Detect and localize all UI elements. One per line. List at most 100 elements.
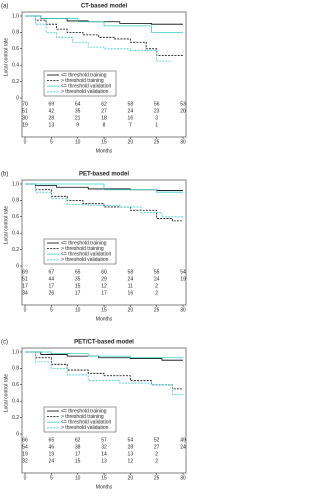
at-risk-count: 14 <box>101 451 107 457</box>
x-tick-label: 20 <box>128 307 134 313</box>
at-risk-count: 17 <box>22 283 28 289</box>
at-risk-count: 17 <box>75 451 81 457</box>
x-tick-label: 25 <box>154 475 160 481</box>
y-axis-label: Local control rate <box>3 374 9 413</box>
legend-label: > threshold training <box>61 246 104 252</box>
x-axis-label: Months <box>96 148 113 154</box>
survival-curve <box>25 183 183 222</box>
at-risk-count: 38 <box>75 444 81 450</box>
at-risk-count: 11 <box>128 283 133 289</box>
at-risk-count: 2 <box>155 290 158 296</box>
at-risk-count: 44 <box>49 276 55 282</box>
x-tick-label: 20 <box>128 139 134 145</box>
panel-label: (a) <box>1 4 8 10</box>
at-risk-count: 18 <box>101 115 107 121</box>
at-risk-count: 24 <box>154 276 160 282</box>
at-risk-count: 69 <box>49 101 55 107</box>
at-risk-count: 2 <box>155 283 158 289</box>
at-risk-count: 9 <box>76 122 79 128</box>
survival-curve <box>25 351 183 396</box>
x-tick-label: 5 <box>50 139 53 145</box>
at-risk-count: 66 <box>22 437 28 443</box>
at-risk-count: 62 <box>75 437 81 443</box>
at-risk-count: 19 <box>49 451 55 457</box>
at-risk-count: 24 <box>180 444 186 450</box>
at-risk-count: 19 <box>22 451 28 457</box>
survival-curve <box>25 351 183 361</box>
y-tick-label: 0.8 <box>12 30 19 36</box>
x-tick-label: 20 <box>128 475 134 481</box>
at-risk-count: 51 <box>22 108 28 114</box>
at-risk-count: 32 <box>101 444 107 450</box>
x-tick-label: 10 <box>75 307 81 313</box>
x-tick-label: 5 <box>50 307 53 313</box>
y-tick-label: 0.4 <box>12 231 19 237</box>
at-risk-count: 57 <box>101 437 107 443</box>
y-axis-label: Local control rate <box>3 38 9 77</box>
at-risk-count: 34 <box>22 290 28 296</box>
y-tick-label: 0.8 <box>12 366 19 372</box>
legend-label: > threshold validation <box>61 257 109 263</box>
at-risk-count: 19 <box>22 122 28 128</box>
x-tick-label: 15 <box>101 475 107 481</box>
at-risk-count: 20 <box>180 108 186 114</box>
x-tick-label: 10 <box>75 139 81 145</box>
x-tick-label: 0 <box>24 139 27 145</box>
at-risk-count: 54 <box>22 444 28 450</box>
at-risk-count: 51 <box>22 276 28 282</box>
y-tick-label: 0.2 <box>12 247 19 253</box>
y-tick-label: 0.6 <box>12 382 19 388</box>
y-tick-label: 1.0 <box>12 13 19 19</box>
at-risk-count: 32 <box>22 458 28 464</box>
at-risk-count: 49 <box>180 437 186 443</box>
legend-label: > threshold validation <box>61 89 109 95</box>
at-risk-count: 28 <box>49 115 55 121</box>
y-tick-label: 0 <box>16 263 19 269</box>
legend-label: <= threshold validation <box>61 84 112 90</box>
chart-title: CT-based model <box>81 4 128 10</box>
at-risk-count: 17 <box>101 290 107 296</box>
at-risk-count: 67 <box>49 269 55 275</box>
at-risk-count: 52 <box>154 437 160 443</box>
at-risk-count: 69 <box>22 269 28 275</box>
y-tick-label: 0 <box>16 95 19 101</box>
at-risk-count: 17 <box>75 290 81 296</box>
legend-label: <= threshold training <box>61 72 107 78</box>
at-risk-count: 55 <box>154 269 160 275</box>
x-tick-label: 0 <box>24 307 27 313</box>
y-tick-label: 0 <box>16 431 19 437</box>
at-risk-count: 8 <box>103 122 106 128</box>
at-risk-count: 58 <box>128 269 134 275</box>
at-risk-count: 53 <box>180 101 186 107</box>
at-risk-count: 30 <box>22 115 28 121</box>
y-tick-label: 0.2 <box>12 415 19 421</box>
y-tick-label: 0.4 <box>12 63 19 69</box>
at-risk-count: 46 <box>49 444 55 450</box>
at-risk-count: 15 <box>75 283 81 289</box>
at-risk-count: 15 <box>75 458 81 464</box>
x-tick-label: 30 <box>180 475 186 481</box>
panel-label: (b) <box>1 172 8 178</box>
legend-label: > threshold training <box>61 78 104 84</box>
legend-label: <= threshold training <box>61 240 107 246</box>
x-tick-label: 15 <box>101 307 107 313</box>
at-risk-count: 19 <box>180 276 186 282</box>
at-risk-count: 2 <box>155 458 158 464</box>
at-risk-count: 13 <box>49 122 55 128</box>
survival-curve <box>25 351 183 359</box>
at-risk-count: 35 <box>75 108 81 114</box>
at-risk-count: 1 <box>155 122 158 128</box>
at-risk-count: 17 <box>49 283 55 289</box>
survival-curve <box>25 351 183 390</box>
y-tick-label: 0.6 <box>12 214 19 220</box>
y-tick-label: 1.0 <box>12 349 19 355</box>
at-risk-count: 54 <box>180 269 186 275</box>
at-risk-count: 21 <box>75 115 81 121</box>
at-risk-count: 3 <box>155 115 158 121</box>
at-risk-count: 24 <box>128 108 134 114</box>
x-tick-label: 25 <box>154 307 160 313</box>
at-risk-count: 54 <box>128 437 134 443</box>
at-risk-count: 62 <box>101 101 107 107</box>
legend-label: > threshold validation <box>61 425 109 431</box>
